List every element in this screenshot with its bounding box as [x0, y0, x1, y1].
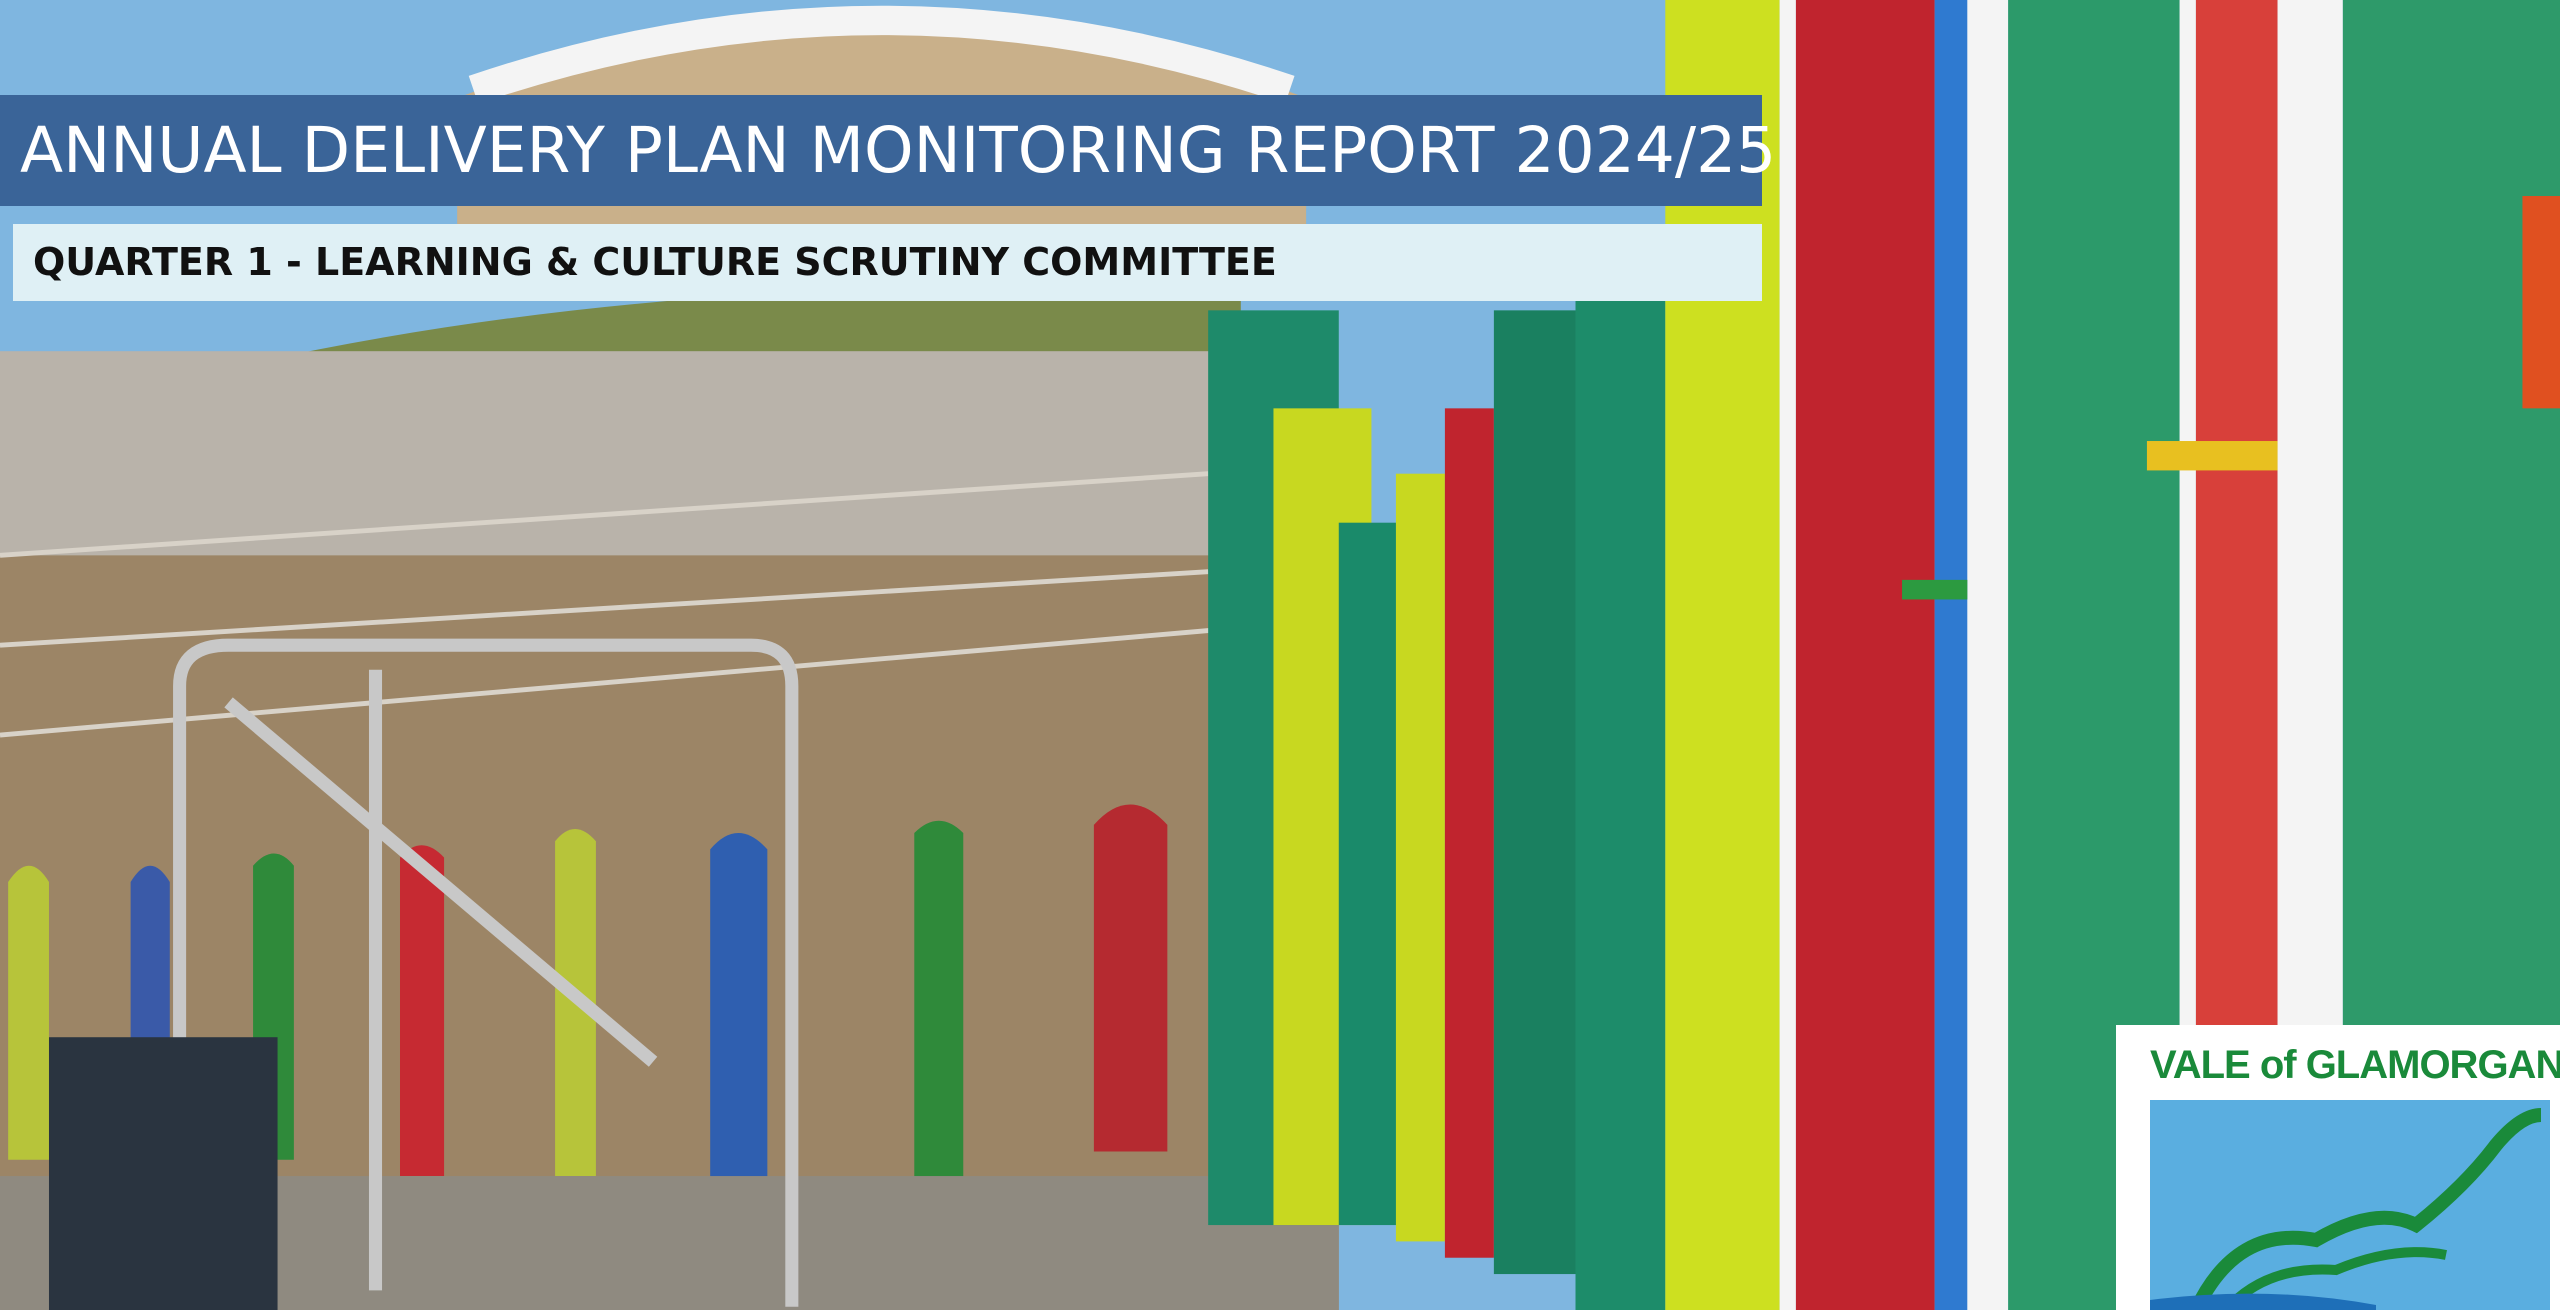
logo-emblem [2116, 1025, 2560, 1310]
title-band: ANNUAL DELIVERY PLAN MONITORING REPORT 2… [0, 95, 1762, 206]
report-title: ANNUAL DELIVERY PLAN MONITORING REPORT 2… [20, 114, 1776, 187]
logo: VALE of GLAMORGAN [2116, 1025, 2560, 1310]
subtitle-band: QUARTER 1 - LEARNING & CULTURE SCRUTINY … [13, 224, 1762, 301]
report-subtitle: QUARTER 1 - LEARNING & CULTURE SCRUTINY … [33, 240, 1277, 284]
page: ANNUAL DELIVERY PLAN MONITORING REPORT 2… [0, 0, 2560, 1310]
